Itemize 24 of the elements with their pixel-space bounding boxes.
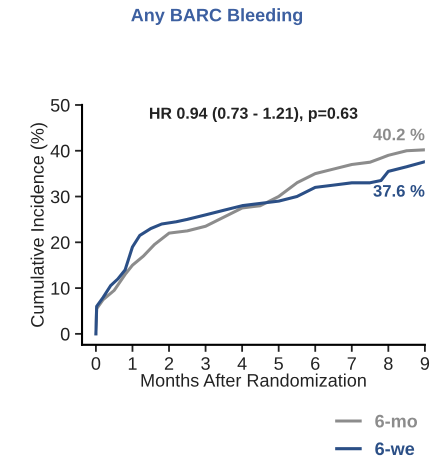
y-tick-label: 40 bbox=[50, 144, 70, 158]
legend-label: 6-we bbox=[375, 442, 414, 456]
y-tick-label: 10 bbox=[52, 282, 70, 295]
x-tick-label: 6 bbox=[311, 357, 320, 370]
annotation: 40.2 % bbox=[373, 128, 424, 140]
x-tick-label: 7 bbox=[348, 357, 356, 370]
x-tick-label: 3 bbox=[201, 357, 210, 370]
x-tick-label: 2 bbox=[164, 357, 174, 370]
y-tick-label: 0 bbox=[60, 328, 70, 341]
annotation: HR 0.94 (0.73 - 1.21), p=0.63 bbox=[150, 107, 358, 122]
x-axis-title: Months After Randomization bbox=[142, 373, 366, 387]
y-tick-label: 20 bbox=[51, 236, 70, 250]
legend-label: 6-mo bbox=[375, 414, 418, 428]
x-tick-label: 0 bbox=[92, 357, 100, 370]
annotation: 37.6 % bbox=[373, 184, 424, 197]
chart-title: Any BARC Bleeding bbox=[131, 8, 302, 26]
x-tick-label: 4 bbox=[238, 357, 247, 370]
x-tick-label: 9 bbox=[420, 357, 430, 370]
x-tick-label: 5 bbox=[274, 357, 283, 370]
x-tick-label: 1 bbox=[128, 357, 137, 370]
x-tick-label: 8 bbox=[384, 357, 393, 370]
y-tick-label: 50 bbox=[50, 98, 70, 112]
y-axis-title: Cumulative Incidence (%) bbox=[30, 123, 48, 327]
y-tick-label: 30 bbox=[50, 190, 70, 204]
